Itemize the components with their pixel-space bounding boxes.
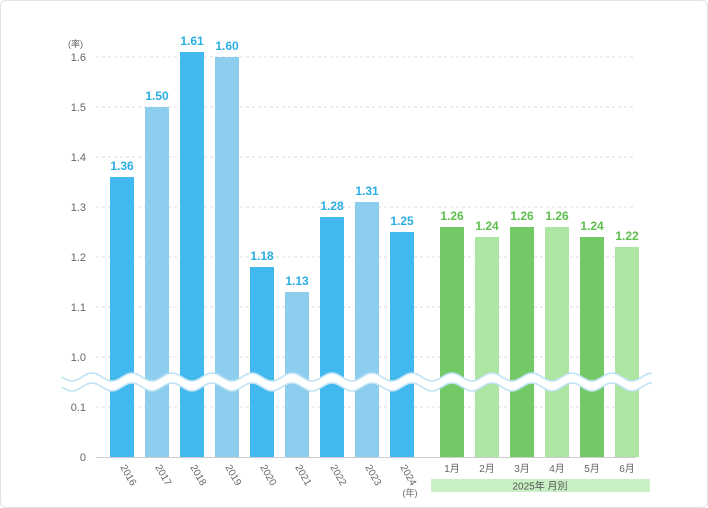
x-tick-label: 4月 bbox=[549, 463, 565, 475]
x-tick-label: 5月 bbox=[584, 463, 600, 475]
bar bbox=[390, 232, 414, 457]
bar-value-label: 1.28 bbox=[320, 199, 344, 213]
y-tick-label: 0 bbox=[80, 452, 86, 464]
bar-value-label: 1.26 bbox=[440, 209, 464, 223]
x-tick-label: 6月 bbox=[619, 463, 635, 475]
group-label-band bbox=[431, 479, 650, 492]
bar bbox=[180, 52, 204, 457]
y-tick-label: 1.4 bbox=[71, 152, 86, 164]
x-axis: 2016 2017 2018 2019 2020 2021 2022 2023 2024(年) 1… bbox=[117, 463, 650, 498]
axis-break-wave bbox=[61, 372, 653, 392]
bar-value-label: 1.13 bbox=[285, 274, 309, 288]
group-label: 2025年 月別 bbox=[512, 480, 567, 493]
bars: 1.36 1.50 1.61 1.60 1.18 1.13 1.28 1.31 1.25 1.26… bbox=[110, 34, 639, 457]
bar-value-label: 1.24 bbox=[475, 219, 499, 233]
bar-value-label: 1.22 bbox=[615, 229, 639, 243]
bar bbox=[320, 217, 344, 457]
bar bbox=[510, 227, 534, 457]
x-tick-label: 2024 bbox=[397, 463, 418, 488]
bar bbox=[110, 177, 134, 457]
bar-value-label: 1.50 bbox=[145, 89, 169, 103]
bar bbox=[475, 237, 499, 457]
bar bbox=[250, 267, 274, 457]
bar-value-label: 1.25 bbox=[390, 214, 414, 228]
x-unit-label: (年) bbox=[403, 487, 418, 498]
y-tick-label: 1.0 bbox=[71, 352, 86, 364]
bar bbox=[545, 227, 569, 457]
x-tick-label: 2019 bbox=[222, 463, 243, 488]
x-tick-label: 2017 bbox=[152, 463, 173, 488]
bar-value-label: 1.26 bbox=[545, 209, 569, 223]
bar bbox=[615, 247, 639, 457]
bar-value-label: 1.36 bbox=[110, 159, 134, 173]
bar-value-label: 1.31 bbox=[355, 184, 379, 198]
x-tick-label: 2022 bbox=[327, 463, 348, 488]
x-tick-label: 2021 bbox=[292, 463, 313, 488]
bar-value-label: 1.18 bbox=[250, 249, 274, 263]
y-tick-label: 1.5 bbox=[71, 102, 86, 114]
break-line-top bbox=[61, 372, 653, 382]
bar bbox=[355, 202, 379, 457]
y-tick-label: 1.2 bbox=[71, 252, 86, 264]
x-tick-label: 3月 bbox=[514, 463, 530, 475]
bar bbox=[440, 227, 464, 457]
bar-value-label: 1.60 bbox=[215, 39, 239, 53]
x-tick-label: 2016 bbox=[117, 463, 138, 488]
break-band bbox=[62, 373, 652, 391]
x-tick-label: 2023 bbox=[362, 463, 383, 488]
x-tick-label: 2018 bbox=[187, 463, 208, 488]
y-tick-label: 1.1 bbox=[71, 302, 86, 314]
x-tick-label: 2月 bbox=[479, 463, 495, 475]
x-tick-label: 2020 bbox=[257, 463, 278, 488]
bar bbox=[580, 237, 604, 457]
y-axis: (率) 0 0.1 1.0 1.1 1.2 1.3 1.4 1.5 1.6 bbox=[68, 38, 86, 464]
bar bbox=[145, 107, 169, 457]
x-tick-label: 1月 bbox=[444, 463, 460, 475]
y-tick-label: 1.3 bbox=[71, 202, 86, 214]
bar-value-label: 1.61 bbox=[180, 34, 204, 48]
y-tick-label: 1.6 bbox=[71, 52, 86, 64]
y-unit-label: (率) bbox=[68, 38, 83, 49]
break-line-bottom bbox=[61, 382, 653, 392]
bar-value-label: 1.26 bbox=[510, 209, 534, 223]
bar bbox=[215, 57, 239, 457]
y-tick-label: 0.1 bbox=[71, 402, 86, 414]
bar-value-label: 1.24 bbox=[580, 219, 604, 233]
